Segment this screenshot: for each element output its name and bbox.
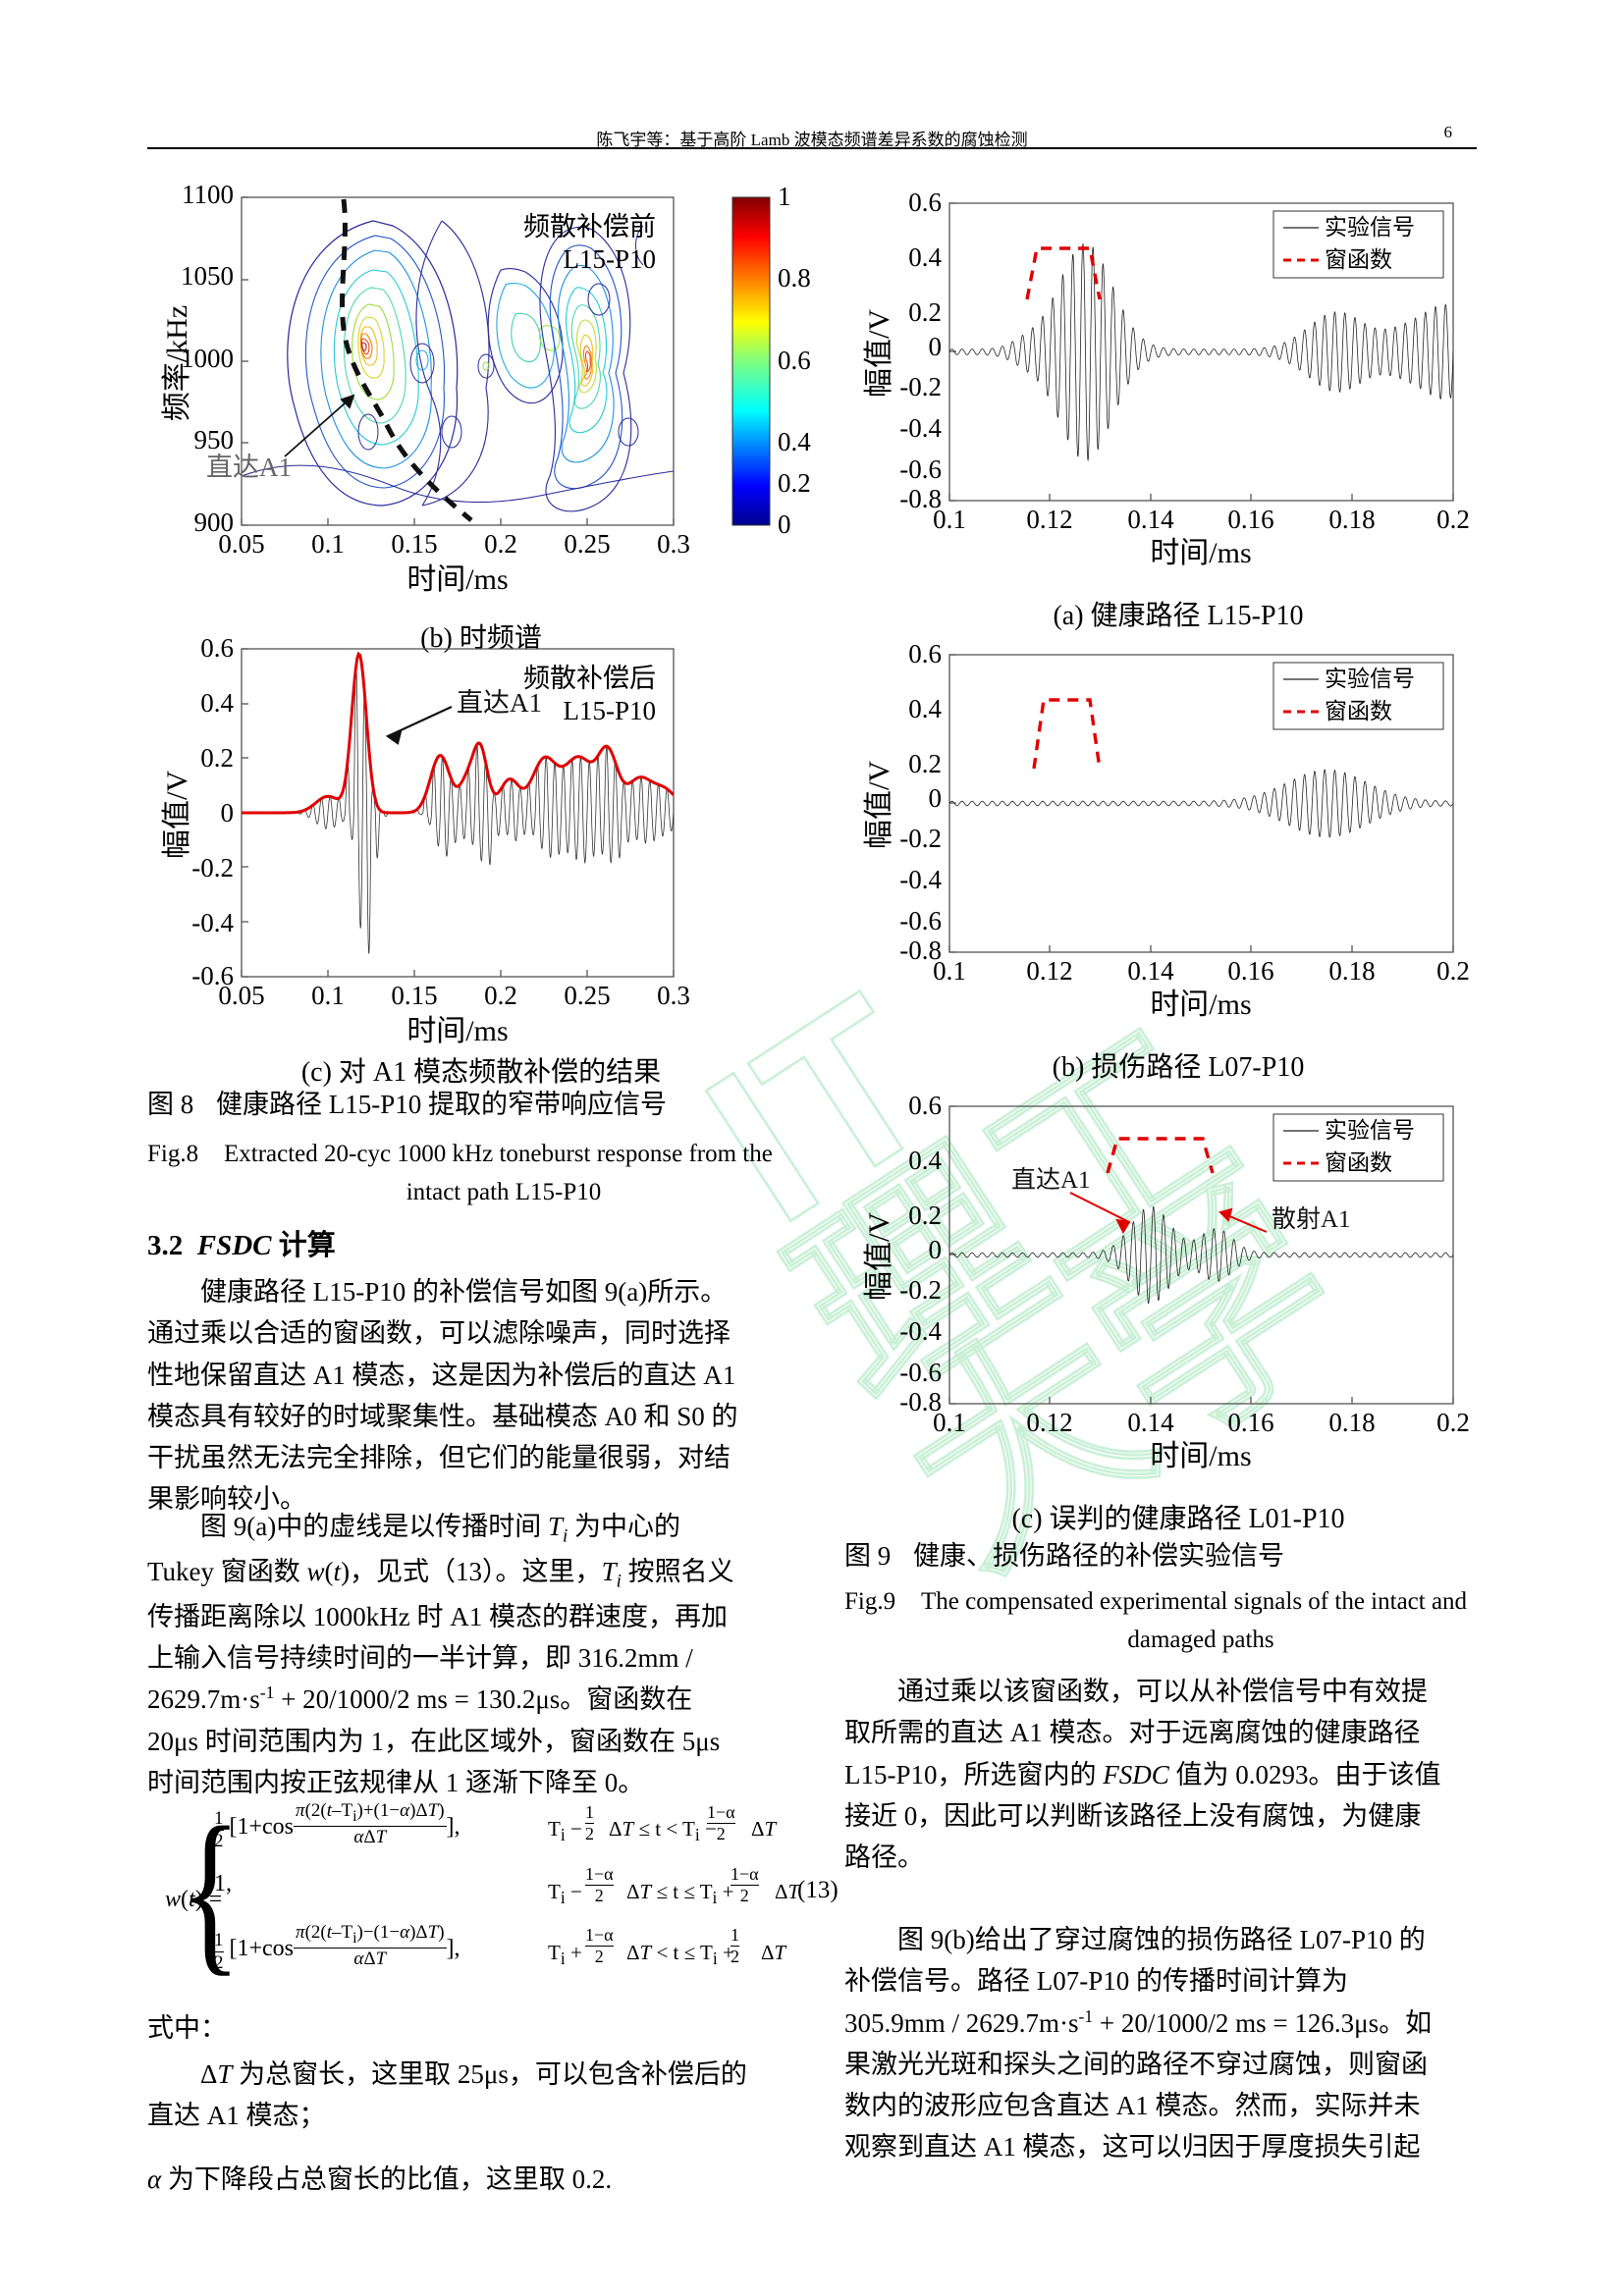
svg-text:0.14: 0.14 <box>1127 956 1174 986</box>
svg-text:0.8: 0.8 <box>778 263 811 293</box>
svg-text:时问/ms: 时问/ms <box>1150 988 1251 1021</box>
svg-text:幅值/V: 幅值/V <box>161 771 193 859</box>
svg-text:-0.2: -0.2 <box>191 853 234 882</box>
svg-text:0.4: 0.4 <box>778 427 811 456</box>
svg-text:-0.4: -0.4 <box>899 413 942 443</box>
svg-text:0.16: 0.16 <box>1227 956 1273 986</box>
svg-text:0.2: 0.2 <box>908 749 942 778</box>
svg-text:实验信号: 实验信号 <box>1325 1118 1415 1143</box>
svg-text:0.05: 0.05 <box>218 529 264 559</box>
svg-text:幅值/V: 幅值/V <box>863 761 895 849</box>
svg-text:-0.6: -0.6 <box>899 906 942 935</box>
svg-text:0.16: 0.16 <box>1227 1408 1273 1437</box>
svg-text:时间/ms: 时间/ms <box>406 1015 508 1047</box>
svg-text:-0.4: -0.4 <box>899 865 942 894</box>
svg-text:0.6: 0.6 <box>778 346 811 375</box>
svg-text:时间/ms: 时间/ms <box>406 563 508 596</box>
svg-text:0.2: 0.2 <box>908 297 942 327</box>
svg-text:时间/ms: 时间/ms <box>1150 1440 1251 1472</box>
svg-text:频散补偿后: 频散补偿后 <box>523 664 656 693</box>
svg-text:直达A1: 直达A1 <box>1011 1166 1091 1194</box>
svg-text:0.12: 0.12 <box>1026 505 1072 534</box>
svg-text:-0.6: -0.6 <box>899 1358 942 1387</box>
svg-text:-0.2: -0.2 <box>899 824 942 853</box>
svg-text:窗函数: 窗函数 <box>1325 247 1392 272</box>
svg-text:散射A1: 散射A1 <box>1272 1205 1351 1233</box>
svg-text:1050: 1050 <box>181 261 234 291</box>
svg-text:时间/ms: 时间/ms <box>1150 537 1251 569</box>
svg-text:0.1: 0.1 <box>311 981 345 1010</box>
svg-text:0: 0 <box>778 509 791 539</box>
svg-text:实验信号: 实验信号 <box>1325 215 1415 240</box>
svg-text:0.2: 0.2 <box>484 981 517 1010</box>
svg-text:0.2: 0.2 <box>1436 956 1470 986</box>
svg-text:0.4: 0.4 <box>908 1146 942 1175</box>
svg-text:L15-P10: L15-P10 <box>564 696 657 725</box>
svg-text:0.18: 0.18 <box>1328 1408 1375 1437</box>
svg-text:0.1: 0.1 <box>933 1408 966 1437</box>
svg-text:0.2: 0.2 <box>200 743 234 773</box>
svg-text:0.16: 0.16 <box>1227 505 1273 534</box>
svg-text:0.2: 0.2 <box>778 468 811 498</box>
svg-text:-0.4: -0.4 <box>899 1316 942 1346</box>
svg-text:-0.2: -0.2 <box>899 1275 942 1305</box>
svg-text:0.12: 0.12 <box>1026 956 1072 986</box>
svg-text:0: 0 <box>929 783 943 813</box>
svg-text:0.2: 0.2 <box>1436 505 1470 534</box>
svg-text:幅值/V: 幅值/V <box>863 309 895 398</box>
svg-text:0.3: 0.3 <box>657 981 690 1010</box>
svg-text:频率/kHz: 频率/kHz <box>161 305 193 421</box>
svg-text:0: 0 <box>929 332 943 361</box>
svg-text:0.4: 0.4 <box>908 694 942 723</box>
svg-text:-0.4: -0.4 <box>191 908 234 937</box>
svg-text:0.15: 0.15 <box>391 981 437 1010</box>
svg-text:0.1: 0.1 <box>311 529 345 559</box>
svg-text:0.2: 0.2 <box>484 529 517 559</box>
svg-text:0.25: 0.25 <box>564 529 610 559</box>
svg-text:0.6: 0.6 <box>908 187 942 217</box>
svg-text:0.18: 0.18 <box>1328 505 1375 534</box>
svg-text:直达A1: 直达A1 <box>457 688 542 718</box>
svg-text:0.4: 0.4 <box>908 242 942 272</box>
svg-text:0.1: 0.1 <box>933 505 966 534</box>
svg-text:0.2: 0.2 <box>1436 1408 1470 1437</box>
svg-text:窗函数: 窗函数 <box>1325 1150 1392 1175</box>
svg-text:实验信号: 实验信号 <box>1325 667 1415 691</box>
svg-text:频散补偿前: 频散补偿前 <box>523 212 656 241</box>
svg-text:0.4: 0.4 <box>200 688 234 718</box>
svg-text:0.18: 0.18 <box>1328 956 1375 986</box>
svg-text:0.1: 0.1 <box>933 956 966 986</box>
svg-text:0.6: 0.6 <box>908 639 942 668</box>
svg-text:0.12: 0.12 <box>1026 1408 1072 1437</box>
svg-text:0.2: 0.2 <box>908 1201 942 1230</box>
svg-text:950: 950 <box>194 425 235 454</box>
svg-text:直达A1: 直达A1 <box>206 453 292 482</box>
svg-text:-0.6: -0.6 <box>899 454 942 484</box>
svg-text:-0.2: -0.2 <box>899 372 942 401</box>
svg-text:0.05: 0.05 <box>218 981 264 1010</box>
svg-text:0: 0 <box>929 1235 943 1264</box>
svg-text:窗函数: 窗函数 <box>1325 699 1392 723</box>
svg-text:1100: 1100 <box>182 182 234 209</box>
svg-text:0.25: 0.25 <box>564 981 610 1010</box>
svg-text:0.14: 0.14 <box>1127 1408 1174 1437</box>
svg-text:L15-P10: L15-P10 <box>564 244 657 274</box>
svg-text:0.15: 0.15 <box>391 529 437 559</box>
svg-text:0: 0 <box>221 798 235 828</box>
svg-text:幅值/V: 幅值/V <box>863 1212 895 1301</box>
svg-text:0.3: 0.3 <box>657 529 690 559</box>
svg-text:0.14: 0.14 <box>1127 505 1174 534</box>
svg-text:1: 1 <box>778 182 791 211</box>
svg-text:0.6: 0.6 <box>200 633 234 663</box>
svg-text:0.6: 0.6 <box>908 1091 942 1120</box>
